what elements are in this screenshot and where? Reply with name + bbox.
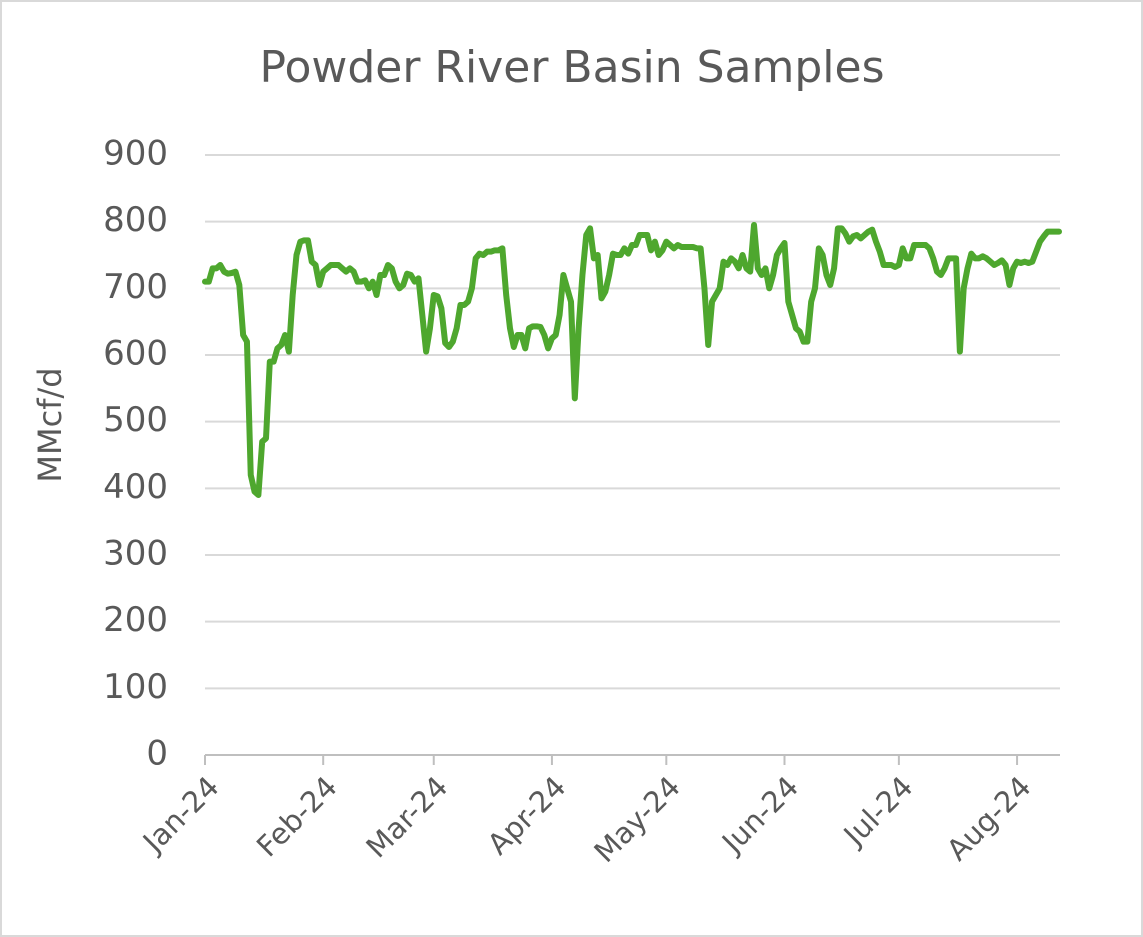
y-tick-label: 500 <box>103 400 168 440</box>
y-tick-label: 0 <box>146 734 168 774</box>
y-tick-label: 400 <box>103 467 168 507</box>
data-line <box>202 222 1062 498</box>
y-tick-label: 100 <box>103 667 168 707</box>
y-tick-label: 200 <box>103 600 168 640</box>
y-tick-label: 700 <box>103 267 168 307</box>
y-tick-label: 300 <box>103 534 168 574</box>
y-tick-label: 800 <box>103 200 168 240</box>
y-tick-label: 900 <box>103 134 168 174</box>
y-axis-title: MMcf/d <box>31 367 69 482</box>
chart-title: Powder River Basin Samples <box>259 42 884 93</box>
y-tick-label: 600 <box>103 334 168 374</box>
